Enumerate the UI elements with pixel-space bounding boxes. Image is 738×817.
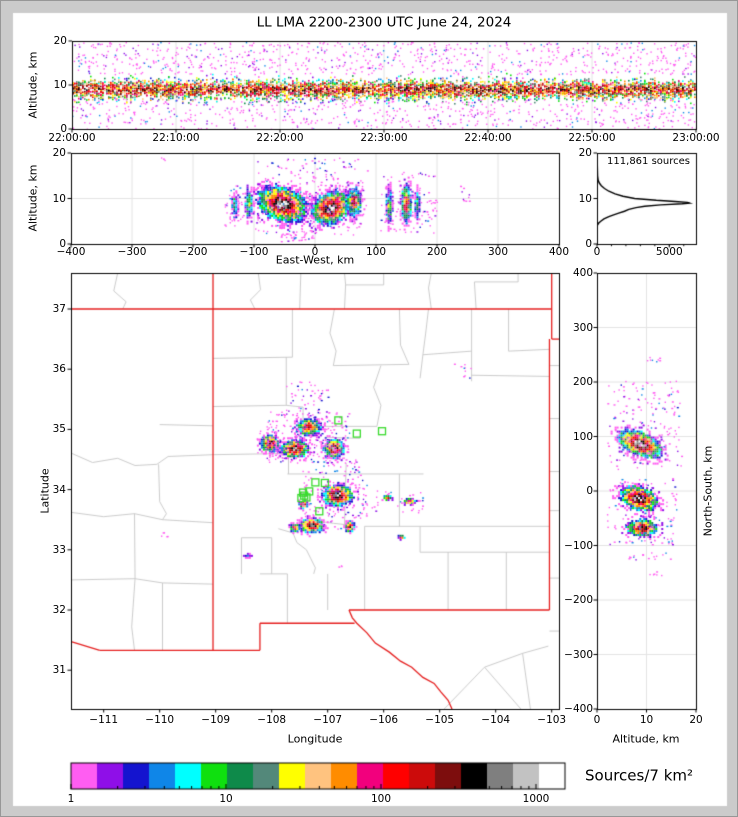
- tick-label: 22:10:00: [152, 131, 200, 144]
- tick-label: −110: [145, 713, 175, 726]
- tick-label: 33: [52, 543, 66, 556]
- east-west-xlabel: East-West, km: [275, 253, 355, 267]
- tick-label: 10: [52, 192, 66, 205]
- tick-label: 22:50:00: [568, 131, 616, 144]
- tick-label: −106: [369, 713, 399, 726]
- tick-label: 22:00:00: [48, 131, 96, 144]
- source-count-annotation: 111,861 sources: [607, 156, 690, 167]
- tick-label: 0: [593, 245, 601, 258]
- tick-label: 23:00:00: [672, 131, 720, 144]
- tick-label: −107: [313, 713, 343, 726]
- tick-label: −105: [425, 713, 455, 726]
- tick-label: 100: [365, 245, 387, 258]
- map-xlabel: Longitude: [287, 732, 343, 746]
- tick-label: 20: [578, 146, 592, 159]
- tick-label: −100: [239, 245, 269, 258]
- tick-label: 22:40:00: [464, 131, 512, 144]
- tick-label: 0: [593, 713, 601, 726]
- tick-label: −103: [537, 713, 567, 726]
- tick-label: 31: [52, 663, 66, 676]
- tick-label: −200: [178, 245, 208, 258]
- tick-label: 20: [52, 146, 66, 159]
- time-height-ylabel: Altitude, km: [26, 51, 40, 119]
- tick-label: 32: [52, 603, 66, 616]
- tick-label: 20: [689, 713, 703, 726]
- tick-label: −300: [564, 648, 593, 661]
- figure-title: LL LMA 2200-2300 UTC June 24, 2024: [256, 14, 512, 31]
- north-south-ylabel: North-South, km: [701, 445, 715, 537]
- tick-label: 0: [60, 122, 67, 135]
- colorbar-title: Sources/7 km²: [585, 766, 694, 785]
- tick-label: 400: [572, 266, 593, 279]
- tick-label: 10: [639, 713, 654, 726]
- tick-label: −104: [481, 713, 511, 726]
- tick-label: −108: [257, 713, 287, 726]
- tick-label: 300: [572, 321, 593, 334]
- tick-label: 22:30:00: [360, 131, 408, 144]
- east-west-ylabel: Altitude, km: [26, 164, 40, 232]
- north-south-xlabel: Altitude, km: [612, 732, 680, 746]
- tick-label: −400: [564, 702, 593, 715]
- tick-label: 0: [586, 484, 593, 497]
- tick-label: 10: [53, 78, 67, 91]
- tick-label: −111: [89, 713, 119, 726]
- tick-label: 1: [67, 792, 75, 805]
- tick-label: 22:20:00: [256, 131, 304, 144]
- tick-label: 10: [578, 192, 592, 205]
- tick-label: 20: [53, 34, 67, 47]
- tick-label: 37: [52, 302, 66, 315]
- tick-label: 34: [52, 483, 66, 496]
- tick-label: −300: [117, 245, 147, 258]
- tick-label: 100: [572, 430, 593, 443]
- tick-label: 0: [311, 245, 319, 258]
- tick-label: 36: [52, 362, 66, 375]
- tick-label: 10: [219, 792, 233, 805]
- tick-label: 100: [370, 792, 392, 805]
- tick-label: −400: [56, 245, 86, 258]
- tick-label: −109: [201, 713, 231, 726]
- tick-label: 300: [487, 245, 509, 258]
- tick-label: 200: [572, 375, 593, 388]
- tick-label: 0: [59, 237, 66, 250]
- tick-label: 5000: [655, 245, 683, 258]
- tick-label: 35: [52, 423, 66, 436]
- tick-label: 400: [548, 245, 570, 258]
- tick-label: 200: [426, 245, 448, 258]
- tick-label: 1000: [522, 792, 550, 805]
- tick-label: 0: [585, 237, 592, 250]
- map-ylabel: Latitude: [38, 468, 52, 514]
- tick-label: −100: [564, 539, 593, 552]
- tick-label: −200: [564, 593, 593, 606]
